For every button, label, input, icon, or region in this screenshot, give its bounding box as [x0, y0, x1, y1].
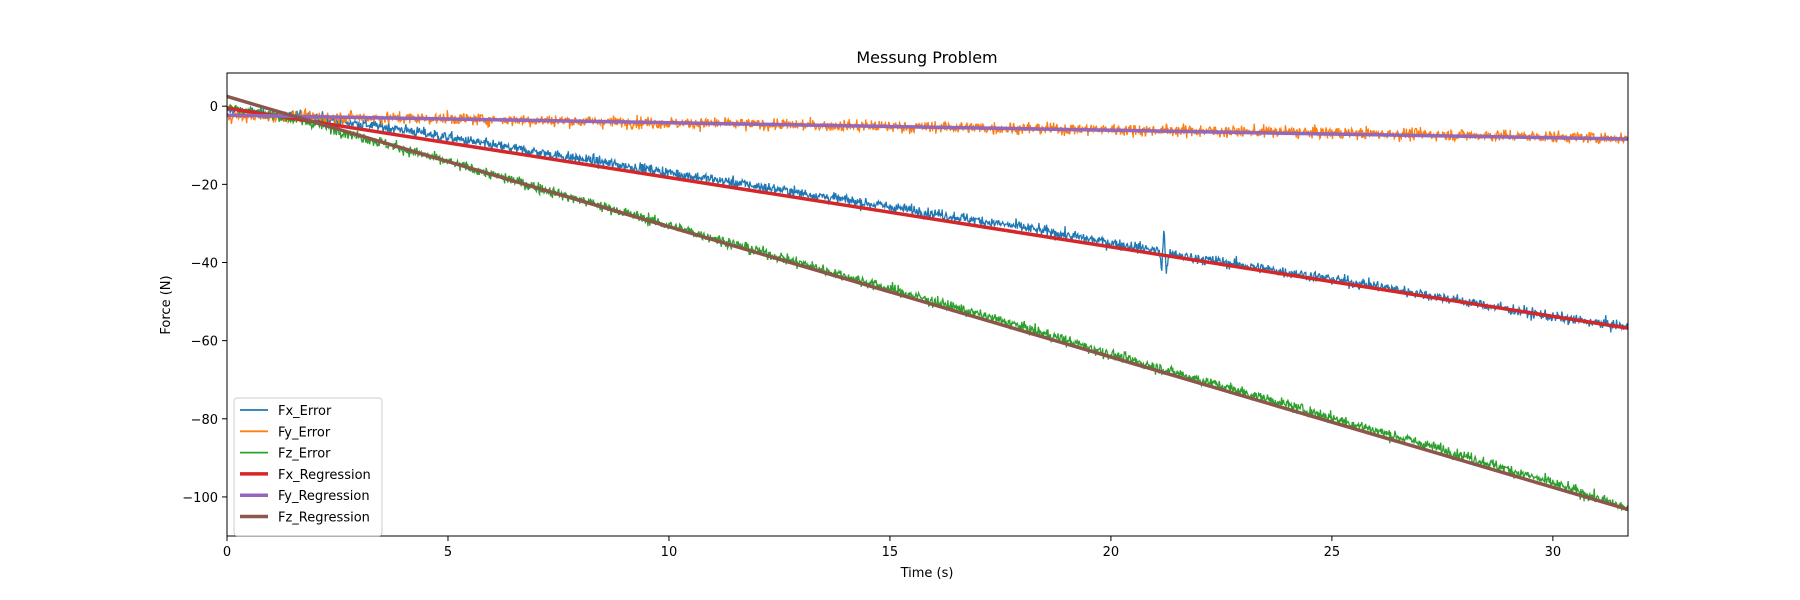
legend-entry: Fz_Regression	[278, 511, 370, 526]
x-tick-label: 0	[223, 545, 231, 560]
series-fz-regression	[227, 94, 1628, 512]
x-tick-label: 20	[1103, 545, 1120, 560]
x-axis-label: Time (s)	[900, 566, 954, 581]
x-tick-label: 25	[1324, 545, 1341, 560]
series-fz-error	[227, 103, 1628, 512]
x-tick-label: 30	[1545, 545, 1562, 560]
series-fx-regression	[227, 106, 1628, 330]
y-axis: 0 −20 −40 −60 −80 −100	[182, 100, 227, 506]
y-tick-label: −60	[191, 335, 218, 350]
x-axis: 0 5 10 15 20 25 30	[223, 536, 1561, 560]
legend-entry: Fx_Error	[278, 404, 332, 419]
series-fy-regression	[227, 113, 1628, 141]
legend-entry: Fy_Regression	[278, 489, 370, 504]
legend-box	[233, 397, 383, 537]
chart-title: Messung Problem	[856, 48, 997, 67]
legend-entry: Fx_Regression	[278, 468, 371, 483]
x-tick-label: 15	[882, 545, 899, 560]
y-tick-label: 0	[210, 100, 218, 115]
x-tick-label: 5	[444, 545, 452, 560]
series-fx-error	[227, 105, 1628, 333]
y-axis-label: Force (N)	[159, 275, 174, 334]
legend-entry: Fz_Error	[278, 447, 331, 462]
y-tick-label: −80	[191, 413, 218, 428]
y-tick-label: −100	[182, 491, 218, 506]
y-tick-label: −20	[191, 178, 218, 193]
legend-entry: Fy_Error	[278, 425, 331, 440]
plot-frame	[226, 72, 1629, 537]
x-tick-label: 10	[661, 545, 678, 560]
legend: Fx_Error Fy_Error Fz_Error Fx_Regression Fy_…	[233, 397, 383, 537]
y-tick-label: −40	[191, 256, 218, 271]
